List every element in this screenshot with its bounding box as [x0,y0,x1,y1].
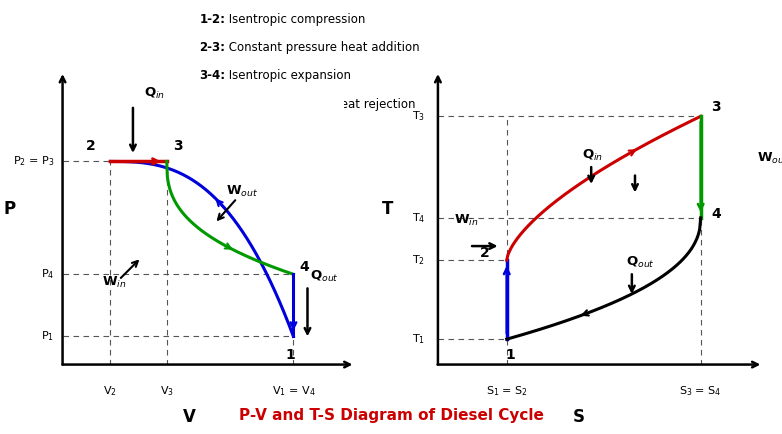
Text: 1: 1 [285,348,296,362]
Text: T$_2$: T$_2$ [412,253,425,267]
Text: S: S [572,408,585,426]
Text: Constant volume heat rejection: Constant volume heat rejection [225,98,416,111]
Text: 2-3:: 2-3: [199,41,225,54]
Text: P-V and T-S Diagram of Diesel Cycle: P-V and T-S Diagram of Diesel Cycle [239,408,543,423]
Text: P$_1$: P$_1$ [41,329,54,343]
Text: P$_2$ = P$_3$: P$_2$ = P$_3$ [13,155,54,168]
Text: S$_1$ = S$_2$: S$_1$ = S$_2$ [486,385,528,398]
Text: Q$_{in}$: Q$_{in}$ [582,148,603,163]
Text: Q$_{out}$: Q$_{out}$ [626,255,655,270]
Text: T: T [382,201,393,218]
Text: W$_{out}$: W$_{out}$ [757,151,782,166]
Text: 3: 3 [712,100,721,114]
Text: 3-4:: 3-4: [199,69,225,82]
Text: 3: 3 [173,139,183,153]
Text: 4-1:: 4-1: [199,98,225,111]
Text: Q$_{out}$: Q$_{out}$ [310,269,339,284]
Text: T$_3$: T$_3$ [412,109,425,123]
Text: Q$_{in}$: Q$_{in}$ [144,85,166,101]
Text: 1-2:: 1-2: [199,13,225,26]
Text: W$_{in}$: W$_{in}$ [454,213,478,227]
Text: W$_{in}$: W$_{in}$ [102,275,127,289]
Text: V$_3$: V$_3$ [160,385,174,398]
Text: P$_4$: P$_4$ [41,267,54,281]
Text: 2: 2 [480,247,490,260]
Text: V$_2$: V$_2$ [103,385,117,398]
Text: T$_4$: T$_4$ [412,211,425,225]
Text: W$_{out}$: W$_{out}$ [226,184,258,199]
Text: Isentropic compression: Isentropic compression [225,13,366,26]
Text: T$_1$: T$_1$ [412,332,425,346]
Text: V: V [183,408,196,426]
Text: 4: 4 [712,207,721,221]
Text: 2: 2 [86,139,95,153]
Text: S$_3$ = S$_4$: S$_3$ = S$_4$ [680,385,722,398]
Text: Isentropic expansion: Isentropic expansion [225,69,351,82]
Text: 4: 4 [300,260,310,274]
Text: P: P [3,201,15,218]
Text: Constant pressure heat addition: Constant pressure heat addition [225,41,420,54]
Text: V$_1$ = V$_4$: V$_1$ = V$_4$ [271,385,315,398]
Text: 1: 1 [505,348,515,362]
